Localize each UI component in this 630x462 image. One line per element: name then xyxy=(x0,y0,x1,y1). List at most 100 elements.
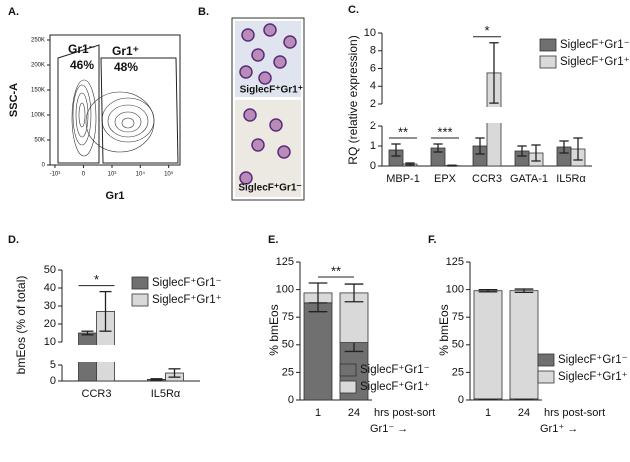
y-tick-label: 0 xyxy=(370,160,376,172)
gate-name: Gr1⁻ xyxy=(68,42,95,56)
image-caption: SiglecF⁺Gr1⁻ xyxy=(238,183,301,194)
y-tick-label: 50K xyxy=(34,138,45,144)
y-axis-label: SSC-A xyxy=(8,83,20,117)
legend-swatch xyxy=(539,38,557,52)
panel-label: A. xyxy=(8,6,19,18)
x-axis-note: Gr1⁺ → xyxy=(540,423,578,435)
x-tick-label: 10⁴ xyxy=(136,171,146,178)
x-tick-label: 24 xyxy=(518,407,530,419)
y-tick-label: 75 xyxy=(452,311,464,323)
gate xyxy=(57,44,100,164)
significance-label: * xyxy=(484,23,489,38)
y-tick-label: 125 xyxy=(446,256,464,268)
x-tick-label: 0 xyxy=(82,172,86,178)
axis-break xyxy=(374,107,594,123)
x-tick-label: 10³ xyxy=(108,172,117,178)
y-tick-label: 200K xyxy=(31,63,45,69)
legend-label: SiglecF⁺Gr1⁻ xyxy=(360,364,430,376)
y-tick-label: 4 xyxy=(370,80,376,92)
panel-label: E. xyxy=(268,234,278,246)
y-axis-label: % bmEos xyxy=(267,304,281,355)
x-tick-label: 24 xyxy=(348,407,360,419)
y-tick-label: 25 xyxy=(452,366,464,378)
plot-frame xyxy=(49,34,181,166)
legend-label: SiglecF⁺Gr1⁺ xyxy=(152,294,222,306)
y-tick-label: 30 xyxy=(44,300,56,312)
legend-label: SiglecF⁺Gr1⁺ xyxy=(560,56,630,68)
gate-name: Gr1⁺ xyxy=(112,44,139,58)
panel-label: C. xyxy=(348,4,359,16)
x-tick-label: -10³ xyxy=(50,172,61,178)
gate-percent: 48% xyxy=(114,60,138,74)
gate xyxy=(100,57,179,164)
y-tick-label: 50 xyxy=(282,339,294,351)
legend-label: SiglecF⁺Gr1⁺ xyxy=(360,381,430,393)
y-tick-label: 6 xyxy=(370,62,376,74)
significance-label: * xyxy=(94,272,99,287)
y-tick-label: 250K xyxy=(31,38,45,44)
contour-plot xyxy=(71,79,155,157)
y-axis-label: bmEos (% of total) xyxy=(14,276,28,375)
y-tick-label: 150K xyxy=(31,88,45,94)
y-tick-label: 0 xyxy=(458,394,464,406)
x-axis-note: Gr1⁻ → xyxy=(370,423,408,435)
y-tick-label: 125 xyxy=(276,256,294,268)
legend-label: SiglecF⁺Gr1⁻ xyxy=(152,277,222,289)
significance-label: ** xyxy=(398,124,408,139)
legend-swatch xyxy=(537,353,555,367)
y-tick-label: 8 xyxy=(370,45,376,57)
significance-label: ** xyxy=(331,263,341,278)
y-tick-label: 50 xyxy=(452,339,464,351)
y-tick-label: 100 xyxy=(276,284,294,296)
y-tick-label: 0 xyxy=(42,163,46,169)
legend-swatch xyxy=(131,293,149,307)
x-tick-label: EPX xyxy=(434,173,457,185)
y-tick-label: 2 xyxy=(370,120,376,132)
x-tick-label: CCR3 xyxy=(82,388,112,400)
y-tick-label: 5 xyxy=(50,359,56,371)
y-tick-label: 10 xyxy=(44,336,56,348)
x-tick-label: IL5Rα xyxy=(151,388,181,400)
y-axis-label: RQ (relative expression) xyxy=(346,35,360,164)
x-axis-label: hrs post-sort xyxy=(374,407,435,419)
legend-swatch xyxy=(339,380,357,394)
y-tick-label: 0 xyxy=(50,375,56,387)
micrograph xyxy=(231,17,305,201)
x-tick-label: 10⁵ xyxy=(164,171,174,178)
x-axis-label: hrs post-sort xyxy=(544,407,605,419)
legend-swatch xyxy=(539,55,557,69)
panel-label: D. xyxy=(8,234,19,246)
x-tick-label: IL5Rα xyxy=(556,173,586,185)
y-tick-label: 75 xyxy=(282,311,294,323)
x-tick-label: GATA-1 xyxy=(510,173,548,185)
panel-label: F. xyxy=(428,234,437,246)
bar xyxy=(473,290,503,400)
y-tick-label: 100 xyxy=(446,284,464,296)
y-tick-label: 10 xyxy=(364,27,376,39)
legend-label: SiglecF⁺Gr1⁻ xyxy=(560,39,630,51)
y-tick-label: 40 xyxy=(44,282,56,294)
x-tick-label: CCR3 xyxy=(472,173,502,185)
y-tick-label: 100K xyxy=(31,113,45,119)
significance-label: *** xyxy=(437,124,452,139)
legend-swatch xyxy=(131,276,149,290)
legend-swatch xyxy=(339,363,357,377)
x-axis-label: Gr1 xyxy=(106,190,125,202)
panel-label: B. xyxy=(198,6,209,18)
y-tick-label: 0 xyxy=(288,394,294,406)
bar xyxy=(303,302,333,401)
x-tick-label: 1 xyxy=(315,407,321,419)
y-tick-label: 50 xyxy=(44,264,56,276)
bar xyxy=(509,290,539,400)
y-axis-label: % bmEos xyxy=(437,304,451,355)
axis-break xyxy=(54,345,202,362)
y-tick-label: 2 xyxy=(370,98,376,110)
gate-percent: 46% xyxy=(70,58,94,72)
y-tick-label: 20 xyxy=(44,318,56,330)
legend-label: SiglecF⁺Gr1⁻ xyxy=(558,354,628,366)
x-tick-label: MBP-1 xyxy=(386,173,420,185)
y-tick-label: 1 xyxy=(370,140,376,152)
x-tick-label: 1 xyxy=(485,407,491,419)
image-caption: SiglecF⁺Gr1⁺ xyxy=(240,85,303,96)
